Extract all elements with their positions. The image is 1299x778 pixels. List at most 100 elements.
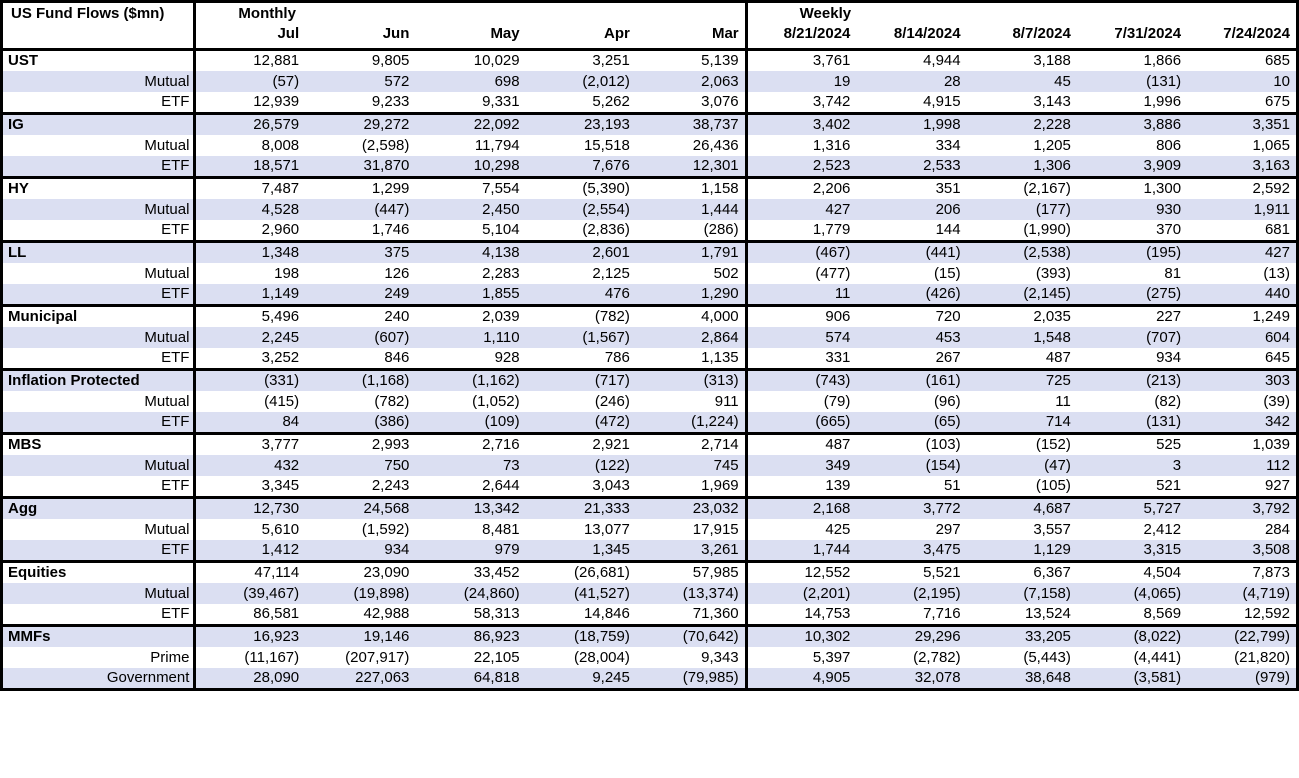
value-cell: 1,855 <box>482 285 520 302</box>
value-cell: 144 <box>935 221 961 238</box>
value-cell: 16,923 <box>193 624 306 647</box>
value-cell: 334 <box>935 136 961 154</box>
value-cell: 3,742 <box>744 92 857 114</box>
value-cell: 26,436 <box>692 136 739 154</box>
value-cell: 1,345 <box>592 541 630 558</box>
group-row-ust: UST 12,881 9,805 10,029 3,251 5,139 3,761 4,944… <box>1 48 1298 71</box>
value-cell: 521 <box>1156 477 1182 494</box>
value-cell: 3,188 <box>966 48 1077 71</box>
value-cell: 23,193 <box>525 112 636 135</box>
value-cell: 240 <box>305 304 416 327</box>
value-cell: 714 <box>1045 413 1071 430</box>
subrow-label: Mutual <box>144 200 190 218</box>
value-cell: 12,552 <box>744 560 857 583</box>
value-cell: 1,866 <box>1076 48 1188 71</box>
value-cell: 4,915 <box>923 93 961 110</box>
value-cell: 198 <box>193 263 306 284</box>
value-cell: 8,008 <box>193 135 306 156</box>
value-cell: 13,077 <box>583 520 630 538</box>
value-cell: 13,524 <box>1024 605 1071 622</box>
value-cell: 12,592 <box>1244 605 1290 622</box>
value-cell: 5,727 <box>1076 496 1188 519</box>
value-cell: 23,032 <box>635 496 747 519</box>
value-cell: 4,687 <box>966 496 1077 519</box>
monthly-section-label: Monthly <box>238 5 296 22</box>
subrow-label: Mutual <box>144 136 190 154</box>
value-cell: 2,450 <box>482 200 520 218</box>
value-cell: 911 <box>714 392 739 410</box>
value-cell: 3,143 <box>1033 93 1071 110</box>
value-cell: 5,496 <box>193 304 306 327</box>
subrow-label: Mutual <box>144 72 190 90</box>
value-cell: 375 <box>305 240 416 263</box>
group-row-equities: Equities 47,114 23,090 33,452 (26,681) 57,985… <box>1 560 1298 583</box>
subrow-mbs-mutual: Mutual 432 750 73 (122) 745 349 (154) (47) 3 112 <box>1 455 1298 476</box>
value-cell: 1,205 <box>1033 136 1071 154</box>
value-cell: 476 <box>604 285 630 302</box>
value-cell: 2,592 <box>1187 176 1298 199</box>
value-cell: (415) <box>193 391 306 412</box>
value-cell: 249 <box>384 285 410 302</box>
value-cell: 2,993 <box>305 432 416 455</box>
value-cell: 675 <box>1264 93 1290 110</box>
value-cell: 604 <box>1264 328 1290 346</box>
col-header-apr: Apr <box>604 25 630 42</box>
value-cell: 2,039 <box>415 304 526 327</box>
value-cell: 2,243 <box>371 477 410 494</box>
subrow-label: Government <box>106 669 190 686</box>
value-cell: 297 <box>935 520 961 538</box>
value-cell: 3,251 <box>525 48 636 71</box>
value-cell: 3,163 <box>1252 157 1290 174</box>
value-cell: 12,881 <box>193 48 306 71</box>
value-cell: 1,746 <box>371 221 410 238</box>
value-cell: 14,753 <box>744 604 857 626</box>
value-cell: 502 <box>713 264 739 282</box>
value-cell: 139 <box>744 476 857 498</box>
value-cell: (1,567) <box>582 328 630 346</box>
value-cell: 1,300 <box>1076 176 1188 199</box>
value-cell: 3,475 <box>923 541 961 558</box>
value-cell: 303 <box>1187 368 1298 391</box>
value-cell: 3,557 <box>1033 520 1071 538</box>
value-cell: 453 <box>935 328 961 346</box>
value-cell: (447) <box>374 200 410 218</box>
subrow-label: ETF <box>161 157 190 174</box>
value-cell: 928 <box>494 349 520 366</box>
value-cell: 1,969 <box>701 477 739 494</box>
value-cell: 4,905 <box>744 668 857 690</box>
value-cell: (177) <box>1035 200 1071 218</box>
value-cell: (103) <box>856 432 967 455</box>
value-cell: 7,716 <box>923 605 961 622</box>
value-cell: 2,864 <box>701 328 739 346</box>
subrow-ig-mutual: Mutual 8,008 (2,598) 11,794 15,518 26,436 1,31… <box>2 135 1298 156</box>
value-cell: 2,245 <box>193 327 306 348</box>
value-cell: (426) <box>925 285 961 302</box>
value-cell: 64,818 <box>473 669 520 686</box>
value-cell: (47) <box>1044 456 1071 474</box>
value-cell: (1,052) <box>472 392 520 410</box>
group-label: HY <box>1 176 195 199</box>
value-cell: 21,333 <box>525 496 636 519</box>
value-cell: 57,985 <box>635 560 747 583</box>
value-cell: 487 <box>744 432 857 455</box>
value-cell: 1,348 <box>193 240 306 263</box>
group-label: UST <box>1 48 195 71</box>
subrow-hy-mutual: Mutual 4,528 (447) 2,450 (2,554) 1,444 427 206 (… <box>1 199 1298 220</box>
value-cell: (154) <box>925 456 961 474</box>
subrow-label: Mutual <box>144 392 190 410</box>
value-cell: 26,579 <box>193 112 306 135</box>
value-cell: 1,110 <box>483 328 520 346</box>
value-cell: 5,521 <box>856 560 967 583</box>
col-header-7-31-2024: 7/31/2024 <box>1114 25 1182 42</box>
value-cell: (7,158) <box>1023 584 1071 602</box>
value-cell: 86,923 <box>415 624 526 647</box>
group-label: Equities <box>1 560 195 583</box>
table-title: US Fund Flows ($mn) <box>1 1 197 50</box>
value-cell: 3,076 <box>701 93 739 110</box>
value-cell: 38,648 <box>1024 669 1071 686</box>
value-cell: 51 <box>943 477 961 494</box>
value-cell: 206 <box>935 200 961 218</box>
value-cell: (39) <box>1263 392 1290 410</box>
value-cell: 1,039 <box>1187 432 1298 455</box>
subrow-equities-etf: ETF 86,581 42,988 58,313 14,846 71,360 14,753 7… <box>2 604 1298 626</box>
